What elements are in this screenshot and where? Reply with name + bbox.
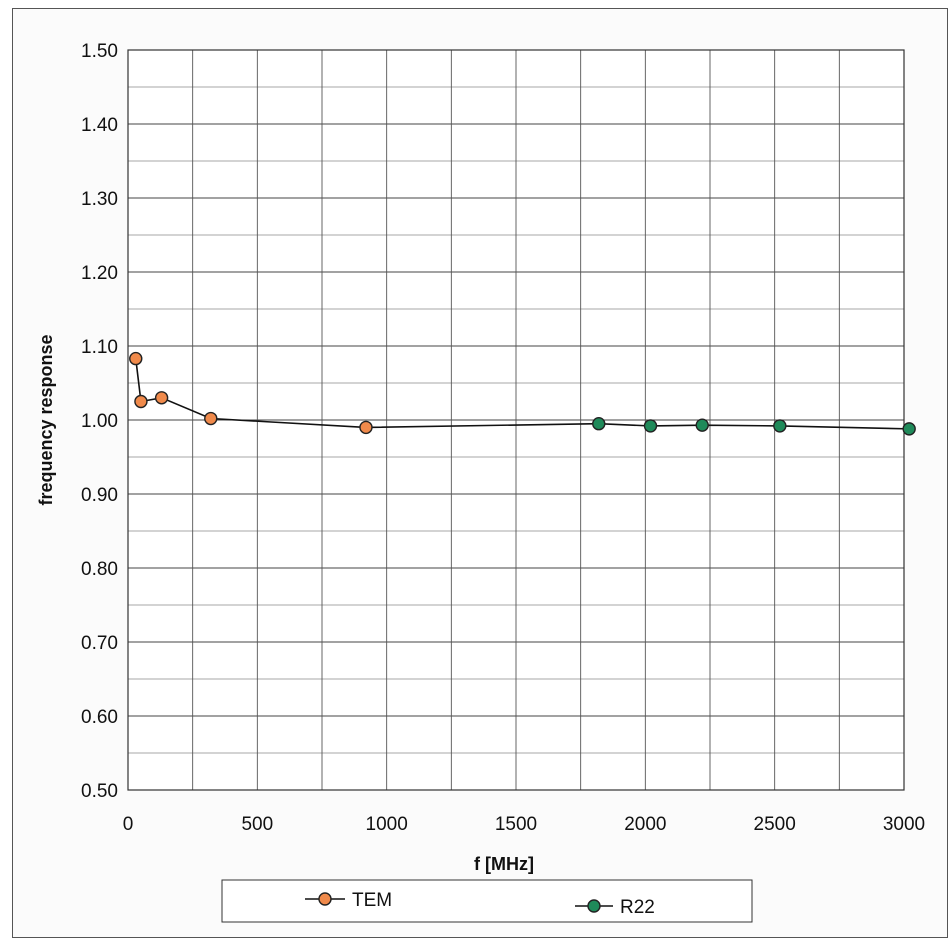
y-tick-label: 0.80	[81, 559, 118, 580]
legend-marker-tem	[318, 892, 332, 906]
data-point-r22	[592, 417, 606, 431]
data-point-r22	[773, 419, 787, 433]
data-point-tem	[359, 420, 373, 435]
y-tick-label: 1.50	[81, 41, 118, 62]
y-tick-label: 0.90	[81, 485, 118, 506]
y-tick-label: 1.40	[81, 115, 118, 136]
data-point-tem	[154, 391, 169, 405]
x-tick-label: 500	[241, 814, 273, 835]
x-axis-title: f [MHz]	[474, 854, 534, 874]
legend-label-r22: R22	[620, 897, 655, 918]
data-point-r22	[643, 419, 658, 433]
legend-marker-r22	[587, 899, 601, 913]
x-tick-label: 1000	[366, 814, 408, 835]
x-tick-label: 2000	[624, 814, 666, 835]
y-tick-label: 1.20	[81, 263, 118, 284]
legend-label-tem: TEM	[352, 890, 392, 911]
x-tick-label: 1500	[495, 814, 537, 835]
data-point-r22	[902, 422, 916, 436]
plot-border	[127, 49, 905, 791]
series-line-r22	[365, 422, 910, 430]
data-point-tem	[204, 411, 218, 426]
x-tick-label: 0	[123, 814, 134, 835]
x-tick-label: 2500	[754, 814, 796, 835]
y-tick-label: 0.60	[81, 707, 118, 728]
y-tick-label: 1.00	[81, 411, 118, 432]
x-tick-label: 3000	[883, 814, 925, 835]
y-tick-label: 0.50	[81, 781, 118, 802]
y-tick-label: 1.30	[81, 189, 118, 210]
y-tick-label: 1.10	[81, 337, 118, 358]
y-axis-title: frequency response	[36, 334, 56, 505]
data-point-tem	[129, 351, 143, 366]
y-tick-label: 0.70	[81, 633, 118, 654]
data-point-r22	[695, 418, 709, 432]
legend-box	[221, 879, 753, 923]
data-point-tem	[134, 394, 148, 409]
